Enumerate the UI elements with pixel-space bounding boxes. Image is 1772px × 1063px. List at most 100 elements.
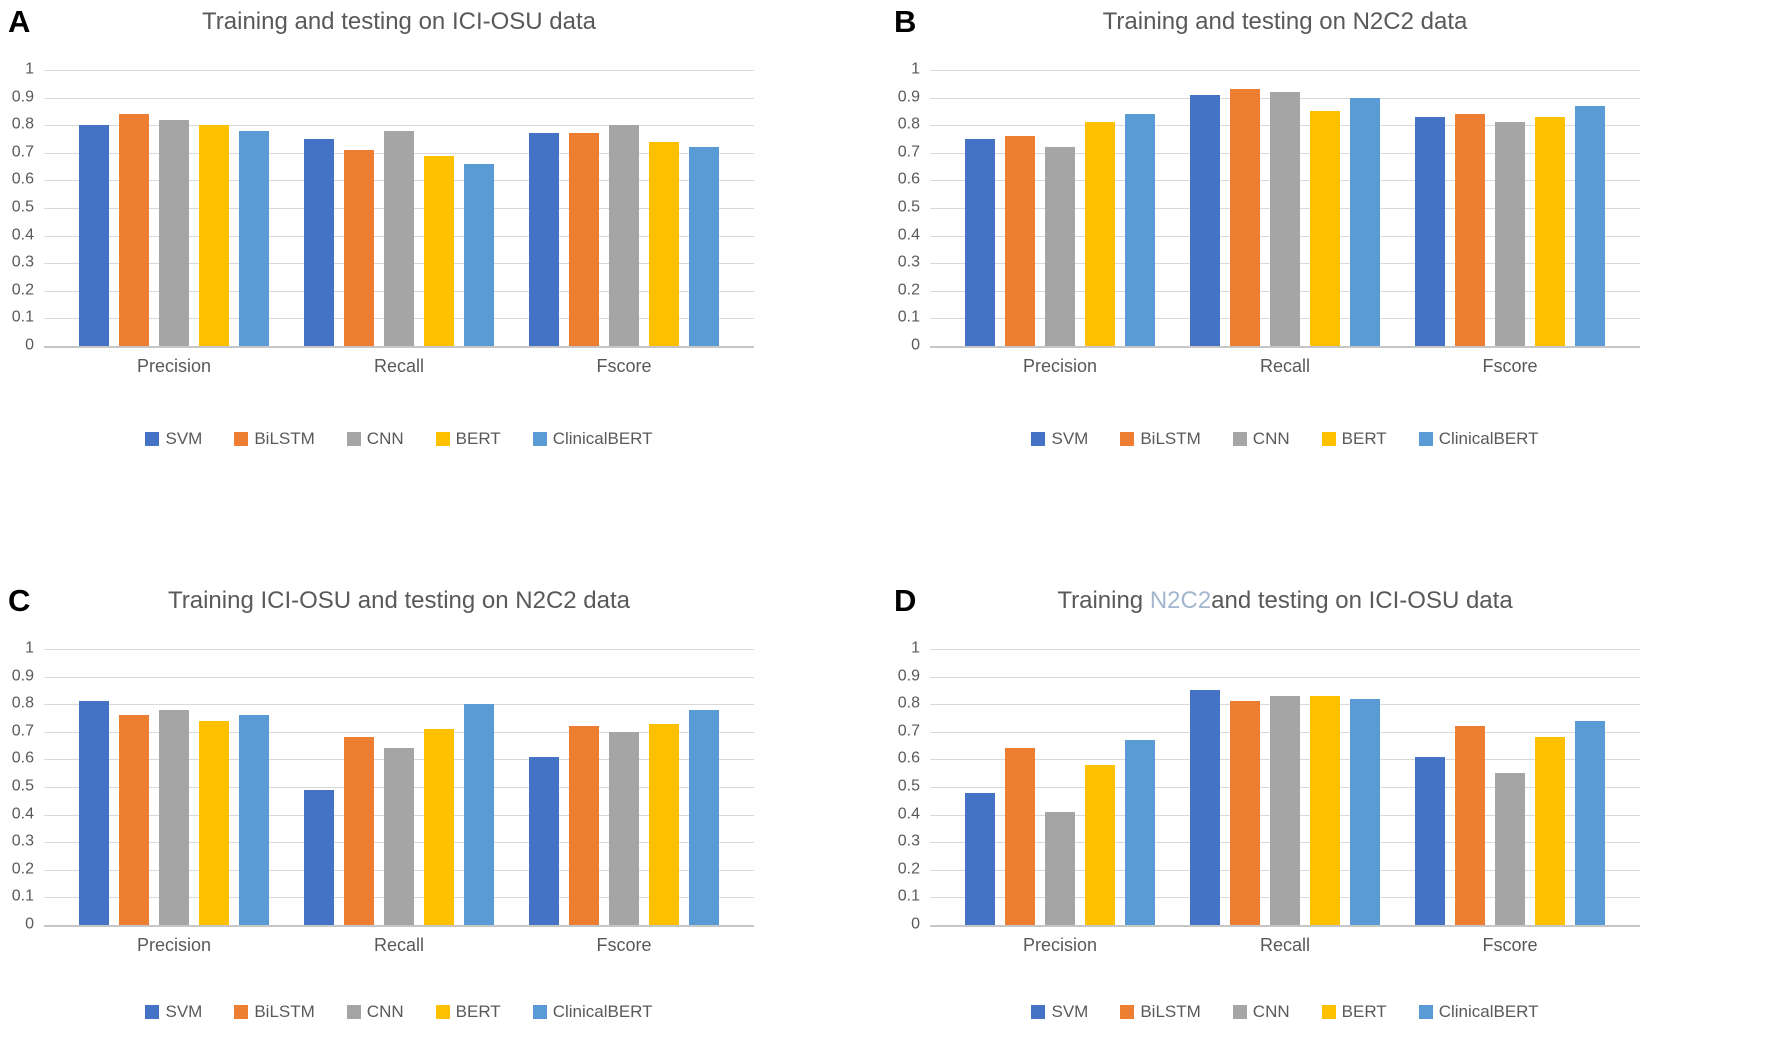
- legend-swatch-icon: [1418, 432, 1433, 446]
- bar-group-precision: [79, 649, 269, 925]
- bar-svm-recall: [1190, 690, 1220, 925]
- plot-area: [930, 70, 1640, 348]
- gridline: [44, 125, 754, 127]
- panel-title-b: Training and testing on N2C2 data: [930, 0, 1640, 46]
- bar-clinicalbert-fscore: [1575, 720, 1605, 925]
- y-tick-label: 1: [25, 639, 34, 657]
- y-tick-label: 0.7: [897, 143, 920, 161]
- y-tick-label: 0.7: [11, 143, 34, 161]
- legend-item-bert: BERT: [435, 1002, 501, 1022]
- legend: SVM BiLSTM CNN BERT ClinicalBERT: [930, 429, 1640, 449]
- y-tick-label: 0.5: [897, 198, 920, 216]
- legend-label: BiLSTM: [1140, 429, 1201, 448]
- legend-label: ClinicalBERT: [552, 1002, 653, 1021]
- legend-label: SVM: [165, 429, 203, 448]
- bar-clinicalbert-fscore: [689, 709, 719, 925]
- legend-swatch-icon: [1418, 1005, 1433, 1019]
- y-axis: 1 0.9 0.8 0.7 0.6 0.5 0.4 0.3 0.2 0.1 0: [0, 61, 44, 354]
- legend-swatch-icon: [435, 432, 450, 446]
- bar-cnn-fscore: [609, 731, 639, 925]
- bar-cnn-fscore: [609, 125, 639, 346]
- panel-title-text: N2C2: [1149, 587, 1212, 614]
- y-tick-label: 0: [911, 336, 920, 354]
- bar-cnn-recall: [1270, 92, 1300, 346]
- x-axis-label-recall: Recall: [1259, 935, 1311, 955]
- bar-svm-fscore: [1415, 756, 1445, 925]
- bar-bilstm-recall: [1230, 89, 1260, 346]
- bar-svm-precision: [79, 125, 109, 346]
- legend-item-svm: SVM: [1031, 1002, 1088, 1022]
- y-tick-label: 0.2: [11, 281, 34, 299]
- legend-item-bert: BERT: [435, 429, 501, 449]
- bar-bilstm-recall: [1230, 701, 1260, 925]
- bar-bilstm-precision: [1005, 748, 1035, 925]
- y-tick-label: 0.6: [11, 171, 34, 189]
- legend-item-bilstm: BiLSTM: [1120, 429, 1201, 449]
- legend-swatch-icon: [1232, 1005, 1247, 1019]
- legend-swatch-icon: [145, 432, 160, 446]
- y-tick-label: 0.1: [897, 888, 920, 906]
- y-tick-label: 0.7: [897, 722, 920, 740]
- y-tick-label: 0.9: [897, 667, 920, 685]
- bar-group-precision: [965, 70, 1155, 346]
- x-axis-label-fscore: Fscore: [1482, 356, 1538, 376]
- bar-bilstm-fscore: [1455, 726, 1485, 925]
- x-axis-label-fscore: Fscore: [1482, 935, 1538, 955]
- x-axis-labels: Precision Recall Fscore: [44, 935, 754, 956]
- legend-label: BERT: [1341, 1002, 1387, 1021]
- bar-bert-precision: [199, 720, 229, 925]
- panel-letter-a: A: [8, 4, 31, 39]
- bar-clinicalbert-recall: [1350, 698, 1380, 925]
- legend-swatch-icon: [1321, 432, 1336, 446]
- panel-title-text: Training and testing on N2C2 data: [1102, 8, 1468, 35]
- bar-bilstm-fscore: [569, 726, 599, 925]
- x-axis-label-recall: Recall: [373, 935, 425, 955]
- bar-bilstm-fscore: [569, 133, 599, 346]
- chart-c: 1 0.9 0.8 0.7 0.6 0.5 0.4 0.3 0.2 0.1 0: [0, 640, 886, 933]
- y-axis: 1 0.9 0.8 0.7 0.6 0.5 0.4 0.3 0.2 0.1 0: [886, 640, 930, 933]
- legend-swatch-icon: [346, 1005, 361, 1019]
- y-tick-label: 0.8: [897, 694, 920, 712]
- legend-item-cnn: CNN: [346, 429, 404, 449]
- gridline: [44, 731, 754, 733]
- legend: SVM BiLSTM CNN BERT ClinicalBERT: [44, 429, 754, 449]
- y-tick-label: 0.2: [11, 860, 34, 878]
- legend-label: SVM: [165, 1002, 203, 1021]
- x-axis-label-precision: Precision: [136, 356, 212, 376]
- y-tick-label: 0.8: [11, 115, 34, 133]
- bar-group-fscore: [529, 649, 719, 925]
- bar-cnn-recall: [384, 748, 414, 925]
- legend: SVM BiLSTM CNN BERT ClinicalBERT: [44, 1002, 754, 1022]
- x-axis-label-precision: Precision: [1022, 356, 1098, 376]
- legend-swatch-icon: [1120, 432, 1135, 446]
- legend-label: CNN: [1252, 1002, 1290, 1021]
- y-tick-label: 0.5: [11, 198, 34, 216]
- y-tick-label: 0.1: [897, 309, 920, 327]
- bar-bert-recall: [1310, 695, 1340, 925]
- legend-item-bilstm: BiLSTM: [1120, 1002, 1201, 1022]
- panel-a: A Training and testing on ICI-OSU data 1…: [0, 0, 886, 531]
- panel-title-c: Training ICI-OSU and testing on N2C2 dat…: [44, 531, 754, 625]
- bar-bilstm-precision: [119, 715, 149, 925]
- legend-item-cnn: CNN: [1232, 1002, 1290, 1022]
- y-tick-label: 0.4: [11, 805, 34, 823]
- bar-svm-fscore: [529, 133, 559, 346]
- panel-title-a: Training and testing on ICI-OSU data: [44, 0, 754, 46]
- panel-letter-d: D: [894, 583, 917, 618]
- legend: SVM BiLSTM CNN BERT ClinicalBERT: [930, 1002, 1640, 1022]
- x-axis-label-fscore: Fscore: [596, 356, 652, 376]
- bar-clinicalbert-recall: [464, 163, 494, 346]
- y-tick-label: 0.6: [897, 750, 920, 768]
- bar-svm-precision: [965, 792, 995, 925]
- legend-item-cnn: CNN: [346, 1002, 404, 1022]
- legend-item-clinicalbert: ClinicalBERT: [532, 429, 653, 449]
- bar-svm-fscore: [529, 756, 559, 925]
- bar-group-precision: [79, 70, 269, 346]
- bar-bilstm-recall: [344, 150, 374, 346]
- bar-clinicalbert-precision: [1125, 114, 1155, 346]
- bar-bilstm-fscore: [1455, 114, 1485, 346]
- legend-swatch-icon: [435, 1005, 450, 1019]
- gridline: [930, 676, 1640, 678]
- legend-label: BiLSTM: [254, 429, 315, 448]
